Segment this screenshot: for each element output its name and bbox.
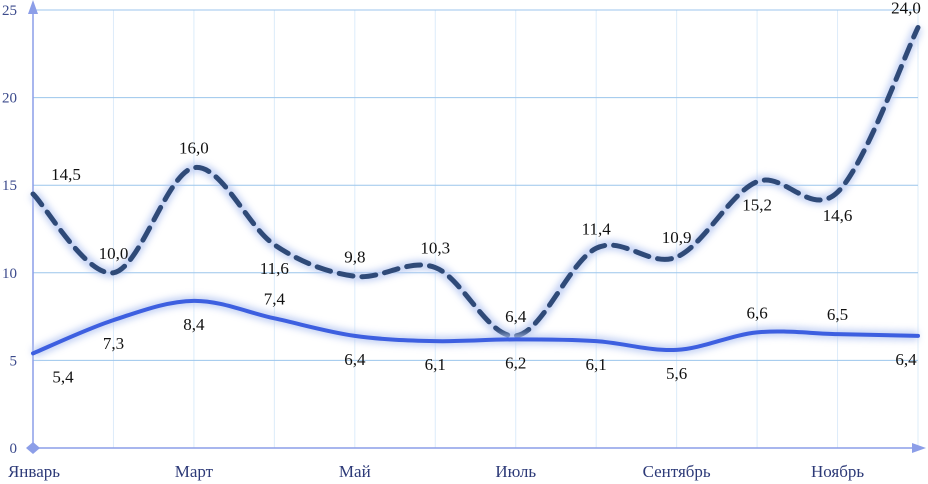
data-label: 6,1 (586, 355, 607, 374)
data-label: 6,4 (895, 350, 917, 369)
data-label: 6,1 (425, 355, 446, 374)
data-label: 10,0 (99, 244, 129, 263)
data-label: 6,2 (505, 353, 526, 372)
data-label: 10,9 (662, 228, 692, 247)
dashed-series-line (30, 25, 921, 339)
solid-series-line (31, 298, 920, 356)
data-label: 7,4 (264, 289, 286, 308)
data-label: 9,8 (344, 247, 365, 266)
series-glow (29, 25, 923, 341)
data-label: 11,4 (582, 219, 612, 238)
y-tick-label: 0 (10, 441, 18, 457)
y-axis-arrow-icon (28, 0, 38, 14)
series-lines (29, 25, 923, 359)
y-tick-label: 15 (2, 178, 17, 194)
origin-diamond-icon (26, 442, 40, 454)
x-tick-label: Ноябрь (811, 462, 864, 481)
data-label: 16,0 (179, 139, 209, 158)
data-label: 5,6 (666, 364, 687, 383)
y-tick-label: 10 (2, 266, 17, 282)
data-label: 15,2 (742, 196, 772, 215)
gridlines (32, 9, 919, 448)
data-label: 6,5 (827, 305, 848, 324)
data-label: 14,6 (823, 206, 853, 225)
x-axis-arrow-icon (912, 443, 926, 453)
data-label: 6,4 (505, 307, 527, 326)
x-tick-label: Сентябрь (643, 462, 711, 481)
data-label: 6,4 (344, 350, 366, 369)
data-label: 5,4 (52, 367, 74, 386)
x-tick-label: Июль (495, 462, 536, 481)
data-label: 7,3 (103, 334, 124, 353)
data-label: 24,0 (891, 0, 921, 18)
data-label: 11,6 (260, 259, 289, 278)
data-label: 10,3 (420, 239, 450, 258)
y-tick-label: 25 (2, 3, 17, 19)
data-label: 14,5 (51, 165, 81, 184)
y-tick-label: 20 (2, 91, 17, 107)
y-tick-label: 5 (10, 353, 18, 369)
x-tick-label: Январь (8, 462, 60, 481)
x-tick-label: Март (175, 462, 214, 481)
data-label: 6,6 (746, 303, 767, 322)
data-label: 8,4 (183, 315, 205, 334)
data-labels: 14,5 10,0 16,0 11,6 9,8 10,3 6,4 11,4 10,9 15,2 14… (51, 0, 921, 386)
x-tick-label: Май (339, 462, 371, 481)
